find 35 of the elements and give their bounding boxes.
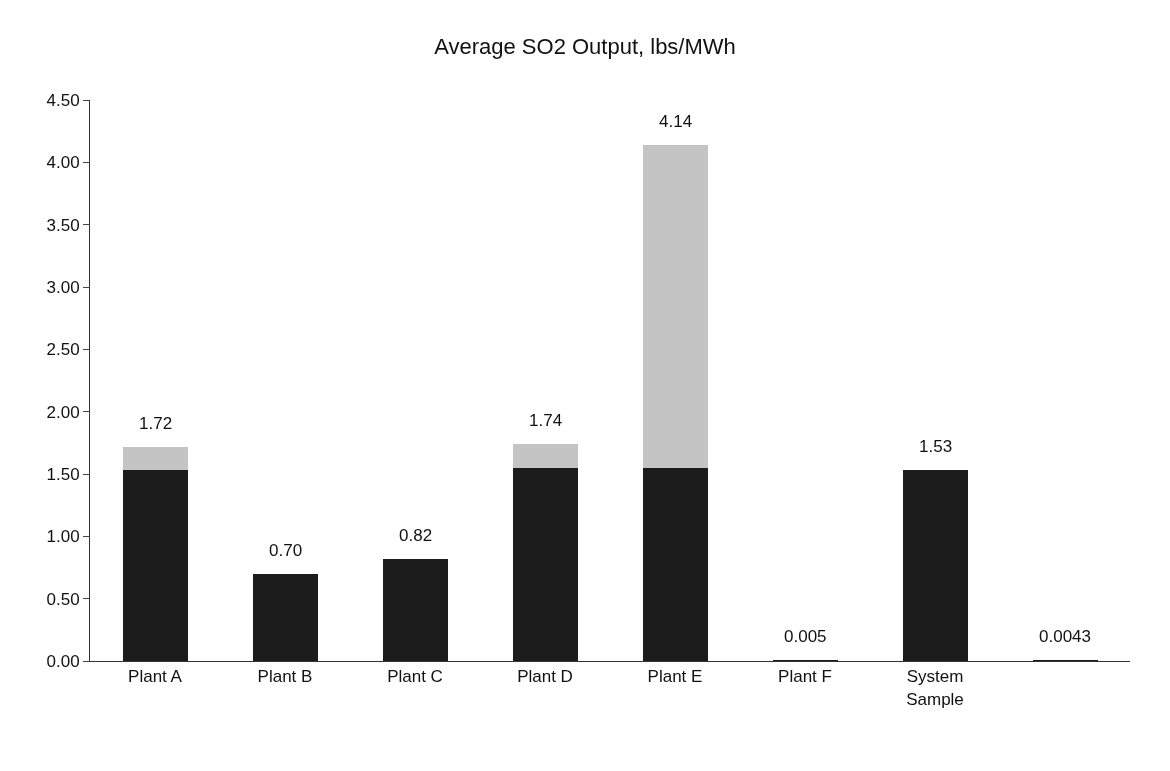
y-tick-label: 1.50 xyxy=(46,464,80,484)
total-label: 0.005 xyxy=(784,627,827,646)
y-tick-label: 3.00 xyxy=(46,277,80,297)
total-label: 4.14 xyxy=(659,112,693,131)
bar xyxy=(122,446,188,471)
chart-title: Average SO2 Output, lbs/MWh xyxy=(434,33,736,59)
bar xyxy=(512,444,578,468)
total-label: 1.72 xyxy=(139,414,173,433)
y-tick-label: 1.00 xyxy=(46,527,80,547)
x-tick-label: Plant C xyxy=(387,667,443,687)
x-tick-label: Plant B xyxy=(257,667,313,687)
total-label: 0.70 xyxy=(269,541,303,560)
y-tick-label: 4.50 xyxy=(46,90,80,110)
bar xyxy=(252,573,318,661)
x-tick-label: Plant A xyxy=(128,667,183,687)
total-label: 0.0043 xyxy=(1039,627,1091,646)
bar xyxy=(902,470,968,661)
y-tick-label: 2.50 xyxy=(46,340,80,360)
x-tick-label: Plant D xyxy=(517,667,573,687)
y-tick-label: 0.50 xyxy=(46,589,80,609)
bar xyxy=(382,558,448,661)
y-tick-label: 0.00 xyxy=(46,651,80,671)
total-label: 0.82 xyxy=(399,526,433,545)
total-label: 1.74 xyxy=(529,411,563,430)
y-tick-label: 2.00 xyxy=(46,402,80,422)
bar xyxy=(642,144,708,468)
y-tick-label: 4.00 xyxy=(46,153,80,173)
bar xyxy=(512,467,578,661)
bar xyxy=(122,470,188,661)
x-tick-label: Plant E xyxy=(647,667,703,687)
x-tick-label: Plant F xyxy=(778,667,832,687)
total-label: 1.53 xyxy=(919,437,953,456)
y-tick-label: 3.50 xyxy=(46,215,80,235)
bar xyxy=(642,467,708,661)
x-tick-label: System Sample xyxy=(906,667,964,709)
